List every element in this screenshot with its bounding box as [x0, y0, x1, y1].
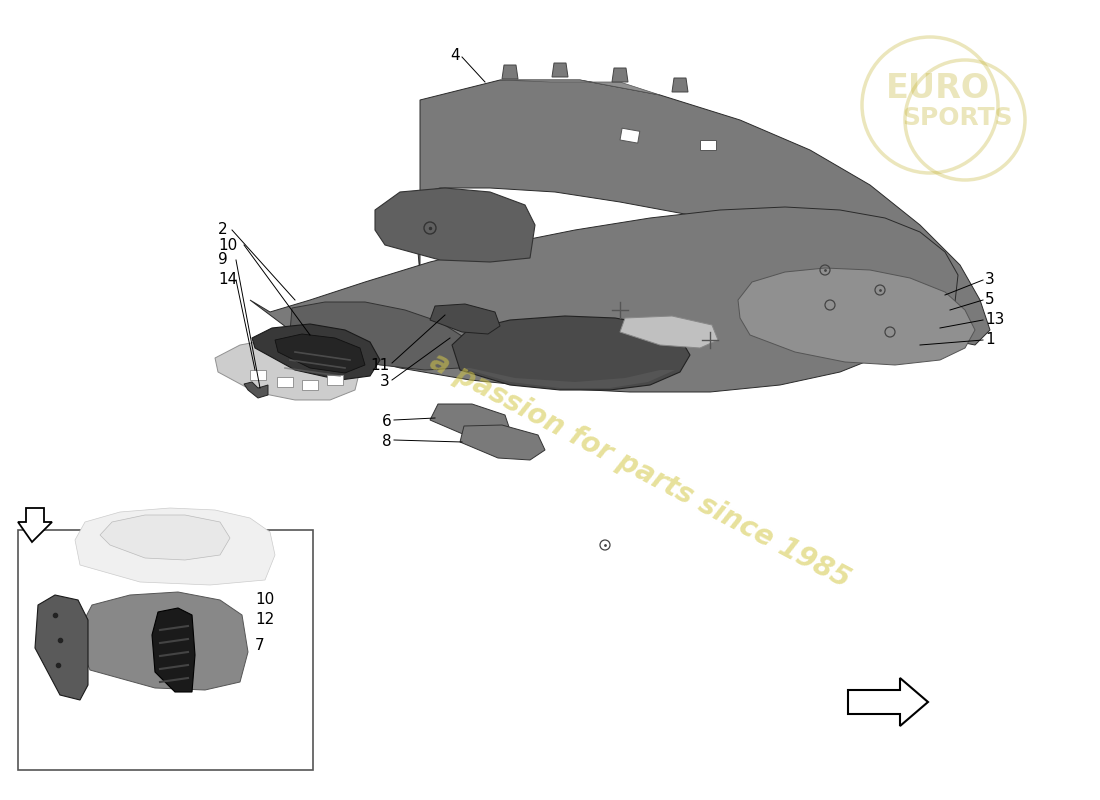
Text: 3: 3 [984, 273, 994, 287]
Text: 14: 14 [218, 273, 238, 287]
Polygon shape [612, 68, 628, 82]
Polygon shape [375, 188, 535, 262]
Text: 3: 3 [381, 374, 390, 390]
Text: 10: 10 [218, 238, 238, 253]
Polygon shape [244, 382, 268, 398]
Text: 8: 8 [383, 434, 392, 450]
Polygon shape [80, 592, 248, 690]
Text: 1: 1 [984, 333, 994, 347]
Polygon shape [738, 268, 975, 365]
Polygon shape [500, 80, 660, 95]
Polygon shape [250, 207, 958, 392]
Polygon shape [848, 678, 928, 726]
Polygon shape [75, 508, 275, 585]
Text: 13: 13 [984, 313, 1004, 327]
Text: 2: 2 [218, 222, 228, 238]
Polygon shape [290, 302, 475, 370]
Polygon shape [35, 595, 88, 700]
Text: 4: 4 [450, 47, 460, 62]
Polygon shape [152, 608, 195, 692]
Polygon shape [275, 334, 365, 373]
Text: 6: 6 [383, 414, 392, 430]
Text: 5: 5 [984, 293, 994, 307]
Text: a passion for parts since 1985: a passion for parts since 1985 [425, 347, 855, 593]
Polygon shape [18, 508, 52, 542]
Polygon shape [100, 515, 230, 560]
Text: 9: 9 [218, 253, 228, 267]
Polygon shape [452, 316, 690, 390]
Polygon shape [430, 304, 500, 334]
Text: EURO: EURO [886, 71, 990, 105]
Text: 10: 10 [255, 593, 274, 607]
Polygon shape [672, 78, 688, 92]
Text: SPORTS: SPORTS [903, 106, 1013, 130]
Polygon shape [462, 368, 675, 388]
FancyBboxPatch shape [18, 530, 314, 770]
Polygon shape [460, 425, 544, 460]
Bar [700, 140, 716, 150]
Bar [250, 370, 266, 380]
Polygon shape [552, 63, 568, 77]
Polygon shape [620, 316, 718, 348]
Polygon shape [408, 80, 990, 345]
Polygon shape [502, 65, 518, 79]
Polygon shape [214, 338, 360, 400]
Polygon shape [430, 404, 510, 438]
Text: 12: 12 [255, 613, 274, 627]
Text: 11: 11 [371, 358, 390, 373]
Text: 7: 7 [255, 638, 265, 653]
Bar [327, 375, 343, 385]
Polygon shape [252, 324, 380, 380]
Bar [620, 128, 640, 143]
Bar [302, 380, 318, 390]
Bar [277, 377, 293, 387]
